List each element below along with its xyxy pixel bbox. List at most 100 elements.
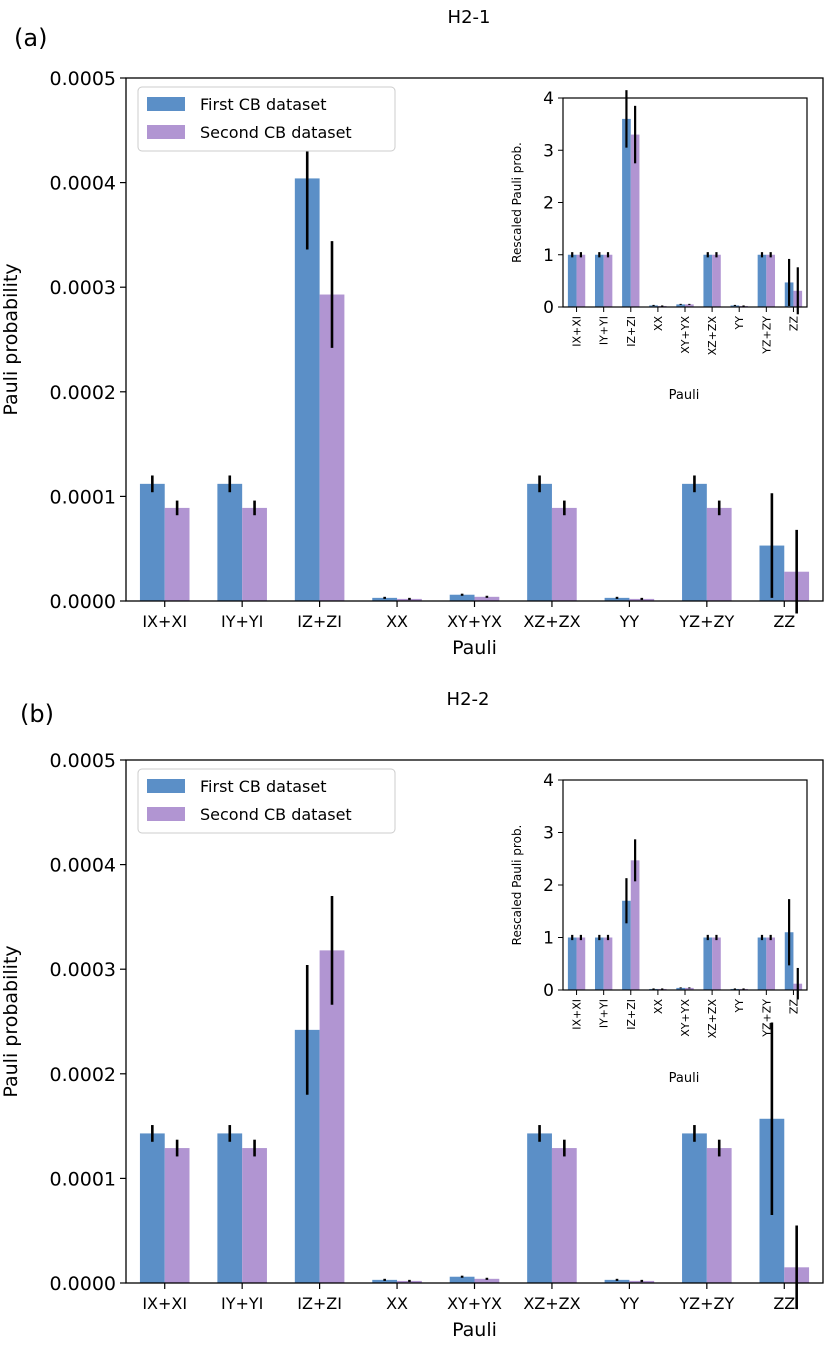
inset-y-tick-label: 3: [543, 141, 554, 161]
legend-label: First CB dataset: [200, 95, 326, 114]
inset-x-tick-label: IX+XI: [571, 999, 584, 1030]
inset-bar-second-iy-yi: [603, 937, 613, 990]
y-tick-label: 0.0001: [50, 486, 116, 508]
legend: First CB dataset Second CB dataset: [137, 86, 396, 152]
x-tick-label: XY+YX: [447, 612, 502, 631]
bar-first-yy: [604, 1279, 630, 1283]
bar-first-iy-yi: [217, 1133, 243, 1283]
bar-first-yz-zy: [682, 483, 707, 601]
inset-bar-second-xy-yx: [685, 304, 694, 307]
inset-bar-second-yz-zy: [766, 937, 776, 990]
bar-first-ix-xi: [139, 1133, 165, 1283]
inset-y-axis-label: Rescaled Pauli prob.: [510, 142, 524, 263]
bar-first-xz-zx: [527, 483, 552, 601]
main-error-bars: [151, 895, 798, 1310]
legend-swatch-first: [147, 779, 185, 793]
inset-bar-first-yz-zy: [757, 254, 767, 307]
bar-first-xy-yx: [449, 1276, 475, 1283]
inset-x-tick-label: YZ+ZY: [760, 999, 773, 1038]
x-tick-label: ZZ: [773, 612, 795, 631]
inset-bar-first-iz-zi: [622, 900, 631, 990]
bar-second-iz-zi: [319, 950, 345, 1283]
x-tick-label: XY+YX: [447, 1294, 502, 1313]
y-axis-label: Pauli probability: [0, 263, 22, 415]
x-tick-label: XZ+ZX: [523, 1294, 580, 1313]
y-tick-label: 0.0005: [50, 750, 116, 772]
bar-first-xx: [372, 1279, 398, 1283]
inset-bar-first-xy-yx: [676, 987, 685, 990]
inset-x-tick-label: IZ+ZI: [625, 999, 638, 1030]
x-axis-label: Pauli: [452, 1319, 497, 1341]
bar-second-xz-zx: [551, 507, 577, 601]
inset-chart: 0 1 2 3 4 IX+XI IY+YI IZ+ZI XX XY+YX XZ+ZX YY YZ+ZY Z…: [510, 89, 808, 403]
legend-label: First CB dataset: [200, 777, 326, 796]
y-axis-label: Pauli probability: [0, 945, 22, 1097]
inset-x-tick-label: XZ+ZX: [706, 999, 719, 1039]
x-tick-label: IX+XI: [142, 1294, 187, 1313]
legend-box: [137, 768, 396, 834]
panel-a: (a) H2-1 0.0000 0.0001 0.0002 0.0003 0.0004 0.0…: [0, 7, 824, 659]
bar-first-xz-zx: [527, 1133, 552, 1283]
inset-y-tick-label: 0: [543, 981, 554, 1001]
inset-x-tick-label: ZZ: [787, 316, 800, 332]
inset-bar-first-iy-yi: [594, 254, 604, 307]
x-tick-label: XX: [386, 612, 408, 631]
bar-first-xx: [372, 597, 398, 601]
y-tick-label: 0.0001: [50, 1168, 116, 1190]
x-axis-label: Pauli: [452, 637, 497, 659]
inset-y-tick-label: 1: [543, 929, 554, 949]
inset-bar-first-ix-xi: [567, 254, 577, 307]
y-tick-label: 0.0000: [50, 591, 116, 613]
bar-first-yy: [604, 597, 630, 601]
bar-second-yz-zy: [706, 1148, 732, 1283]
legend-box: [137, 86, 396, 152]
inset-chart: 0 1 2 3 4 IX+XI IY+YI IZ+ZI XX XY+YX XZ+ZX YY YZ+ZY Z…: [510, 771, 808, 1086]
legend-swatch-second: [147, 125, 185, 139]
inset-bar-first-iy-yi: [594, 937, 604, 990]
inset-x-tick-label: YY: [733, 316, 746, 331]
bar-first-yz-zy: [682, 1133, 707, 1283]
legend: First CB dataset Second CB dataset: [137, 768, 396, 834]
y-tick-label: 0.0005: [50, 68, 116, 90]
inset-bar-second-xz-zx: [712, 937, 721, 990]
inset-bar-first-yy: [730, 305, 740, 307]
inset-y-tick-label: 1: [543, 246, 554, 266]
panel-label: (b): [20, 700, 54, 728]
bar-second-xz-zx: [551, 1148, 577, 1283]
inset-y-tick-label: 4: [543, 89, 554, 109]
x-tick-label: IX+XI: [142, 612, 187, 631]
legend-label: Second CB dataset: [200, 123, 352, 142]
inset-bar-second-xy-yx: [685, 987, 694, 990]
inset-bar-second-iy-yi: [603, 254, 613, 307]
y-tick-label: 0.0004: [50, 855, 116, 877]
legend-swatch-first: [147, 97, 185, 111]
inset-bar-second-yz-zy: [766, 254, 776, 307]
inset-x-tick-label: YY: [733, 999, 746, 1014]
inset-x-tick-label: XZ+ZX: [706, 316, 719, 356]
x-tick-label: YZ+ZY: [678, 1294, 734, 1313]
chart-title: H2-1: [448, 7, 491, 28]
x-tick-label: IZ+ZI: [297, 612, 342, 631]
y-tick-label: 0.0000: [50, 1273, 116, 1295]
y-tick-label: 0.0003: [50, 959, 116, 981]
inset-bar-second-xz-zx: [712, 254, 721, 307]
y-tick-label: 0.0004: [50, 173, 116, 195]
x-tick-label: YY: [619, 1294, 640, 1313]
inset-x-axis-label: Pauli: [669, 1071, 700, 1086]
inset-y-tick-label: 2: [543, 194, 554, 214]
inset-bar-second-ix-xi: [576, 254, 586, 307]
chart-title: H2-2: [447, 689, 490, 710]
bar-second-iy-yi: [242, 1148, 267, 1283]
inset-bar-first-yz-zy: [757, 937, 767, 990]
inset-x-tick-label: XY+YX: [679, 316, 692, 354]
x-tick-label: YZ+ZY: [678, 612, 734, 631]
inset-x-tick-label: XX: [652, 999, 665, 1015]
inset-x-tick-label: XX: [652, 316, 665, 332]
inset-bar-second-iz-zi: [630, 860, 640, 990]
x-tick-label: ZZ: [773, 1294, 795, 1313]
x-tick-label: XX: [386, 1294, 408, 1313]
inset-x-tick-label: IY+YI: [598, 999, 611, 1028]
x-tick-label: XZ+ZX: [523, 612, 580, 631]
inset-x-tick-label: IX+XI: [571, 316, 584, 347]
x-tick-label: IY+YI: [221, 612, 263, 631]
